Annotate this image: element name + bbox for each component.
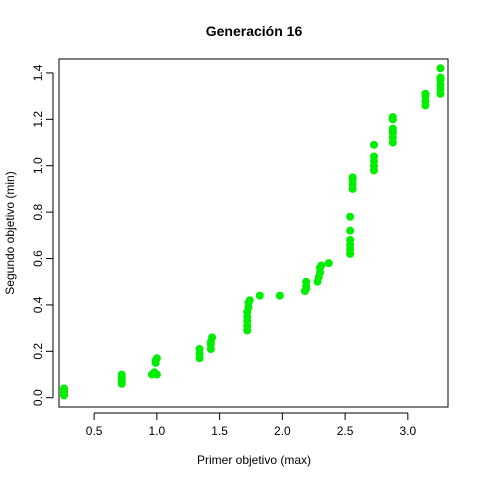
data-point [302,277,311,286]
plot-frame [58,58,449,408]
x-tick-label: 0.5 [86,424,103,438]
data-point [436,64,445,73]
x-tick-label: 1.5 [211,424,228,438]
y-axis-label: Segundo objetivo (min) [3,171,17,294]
chart-title: Generación 16 [206,23,303,39]
x-tick-label: 2.5 [337,424,354,438]
y-tick-label: 0.6 [31,250,45,267]
data-point [195,345,204,353]
x-tick-label: 1.0 [149,424,166,438]
y-tick-label: 0.4 [31,296,45,313]
y-axis: 0.0 0.2 0.4 0.6 0.8 1.0 1.2 1.4 [31,64,54,406]
data-point [60,384,69,393]
data-point [117,370,126,379]
data-point [346,235,355,244]
data-point [275,291,284,300]
data-point [388,113,397,121]
data-point [152,370,161,379]
data-point [348,173,357,182]
x-tick-label: 2.0 [274,424,291,438]
data-point [346,212,355,221]
y-tick-label: 1.2 [31,111,45,128]
y-tick-label: 1.0 [31,157,45,174]
data-point [245,296,254,305]
data-points [60,64,445,400]
y-tick-label: 0.8 [31,203,45,220]
data-point [436,73,445,82]
y-tick-label: 0.2 [31,343,45,360]
data-point [388,124,397,133]
data-point [324,259,333,268]
data-point [255,291,264,300]
data-point [421,89,430,98]
data-point [369,152,378,161]
data-point [152,354,161,363]
data-point [346,226,355,235]
y-tick-label: 0.0 [31,389,45,406]
data-point [369,140,378,149]
y-tick-label: 1.4 [31,64,45,81]
x-axis: 0.5 1.0 1.5 2.0 2.5 3.0 [86,412,417,438]
x-axis-label: Primer objetivo (max) [197,453,311,467]
data-point [317,261,326,270]
data-point [208,333,217,342]
x-tick-label: 3.0 [400,424,417,438]
